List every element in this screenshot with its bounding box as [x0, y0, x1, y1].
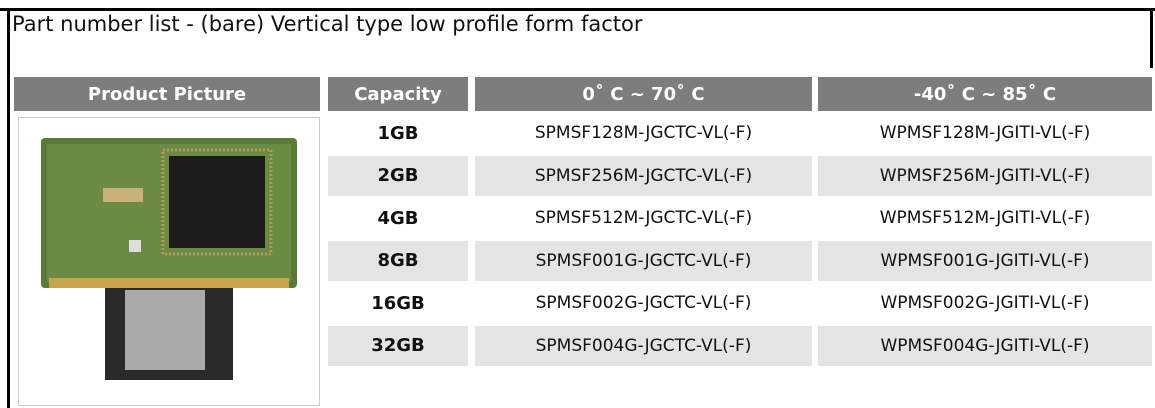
connector-shield: [125, 290, 205, 370]
capacity-cell: 8GB: [328, 241, 468, 281]
right-rule: [1150, 8, 1153, 68]
capacity-cell: 16GB: [328, 283, 468, 323]
pcb-illustration: [19, 118, 319, 405]
capacity-cell: 4GB: [328, 198, 468, 238]
contacts: [49, 278, 289, 288]
header-cell: Product Picture: [14, 77, 320, 111]
title: Part number list - (bare) Vertical type …: [12, 12, 642, 36]
part-number-cell: WPMSF128M-JGITI-VL(-F): [818, 113, 1152, 153]
part-number-cell: WPMSF001G-JGITI-VL(-F): [818, 241, 1152, 281]
component: [129, 240, 141, 252]
part-number-cell: WPMSF512M-JGITI-VL(-F): [818, 198, 1152, 238]
chip: [169, 156, 265, 248]
header-cell: 0˚ C ~ 70˚ C: [475, 77, 812, 111]
part-number-cell: WPMSF004G-JGITI-VL(-F): [818, 326, 1152, 366]
part-number-cell: SPMSF512M-JGCTC-VL(-F): [475, 198, 812, 238]
product-picture: [18, 117, 320, 406]
part-number-cell: SPMSF004G-JGCTC-VL(-F): [475, 326, 812, 366]
header-cell: -40˚ C ~ 85˚ C: [818, 77, 1152, 111]
part-number-cell: SPMSF001G-JGCTC-VL(-F): [475, 241, 812, 281]
part-number-cell: WPMSF002G-JGITI-VL(-F): [818, 283, 1152, 323]
header-cell: Capacity: [328, 77, 468, 111]
capacity-cell: 1GB: [328, 113, 468, 153]
part-number-cell: SPMSF002G-JGCTC-VL(-F): [475, 283, 812, 323]
part-number-cell: WPMSF256M-JGITI-VL(-F): [818, 156, 1152, 196]
top-rule: [0, 8, 1155, 11]
part-number-cell: SPMSF256M-JGCTC-VL(-F): [475, 156, 812, 196]
capacity-cell: 2GB: [328, 156, 468, 196]
left-rule: [7, 8, 10, 408]
component: [103, 188, 143, 202]
part-number-cell: SPMSF128M-JGCTC-VL(-F): [475, 113, 812, 153]
page: Part number list - (bare) Vertical type …: [0, 0, 1155, 408]
capacity-cell: 32GB: [328, 326, 468, 366]
